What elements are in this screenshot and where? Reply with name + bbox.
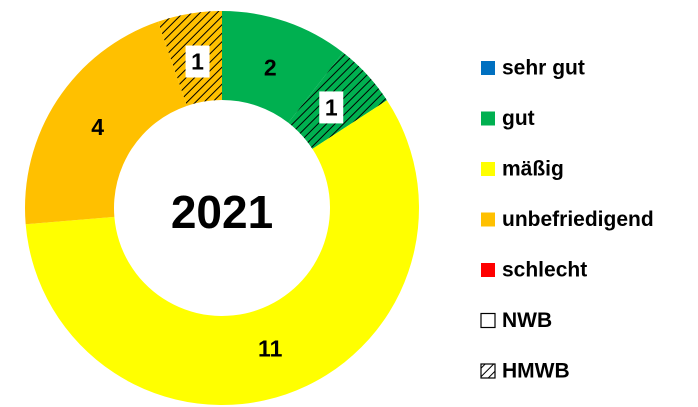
- legend-swatch: [481, 212, 495, 227]
- segment-label: 1: [191, 49, 204, 75]
- label-box: [185, 45, 210, 78]
- segment-label: 2: [264, 55, 277, 81]
- legend-label: unbefriedigend: [502, 208, 654, 231]
- center-label: 2021: [171, 186, 273, 238]
- legend-label: sehr gut: [502, 57, 585, 80]
- legend-label: gut: [502, 107, 535, 130]
- legend-swatch: [481, 162, 495, 176]
- segment: [24, 21, 187, 225]
- legend-swatch: [481, 61, 495, 75]
- label-box: [319, 91, 344, 124]
- legend-label: HMWB: [502, 360, 570, 383]
- segment-label: 1: [325, 94, 338, 120]
- legend-swatch: [480, 312, 496, 329]
- legend-label: NWB: [502, 309, 552, 332]
- segment: [222, 11, 343, 123]
- legend-swatch-hatch: [481, 364, 495, 378]
- legend-swatch: [481, 111, 495, 126]
- segment: [25, 100, 419, 405]
- segment-label: 4: [91, 114, 104, 140]
- segment-label: 11: [258, 335, 283, 361]
- legend-label: mäßig: [502, 158, 564, 181]
- legend-swatch: [481, 263, 495, 277]
- legend-label: schlecht: [502, 259, 587, 282]
